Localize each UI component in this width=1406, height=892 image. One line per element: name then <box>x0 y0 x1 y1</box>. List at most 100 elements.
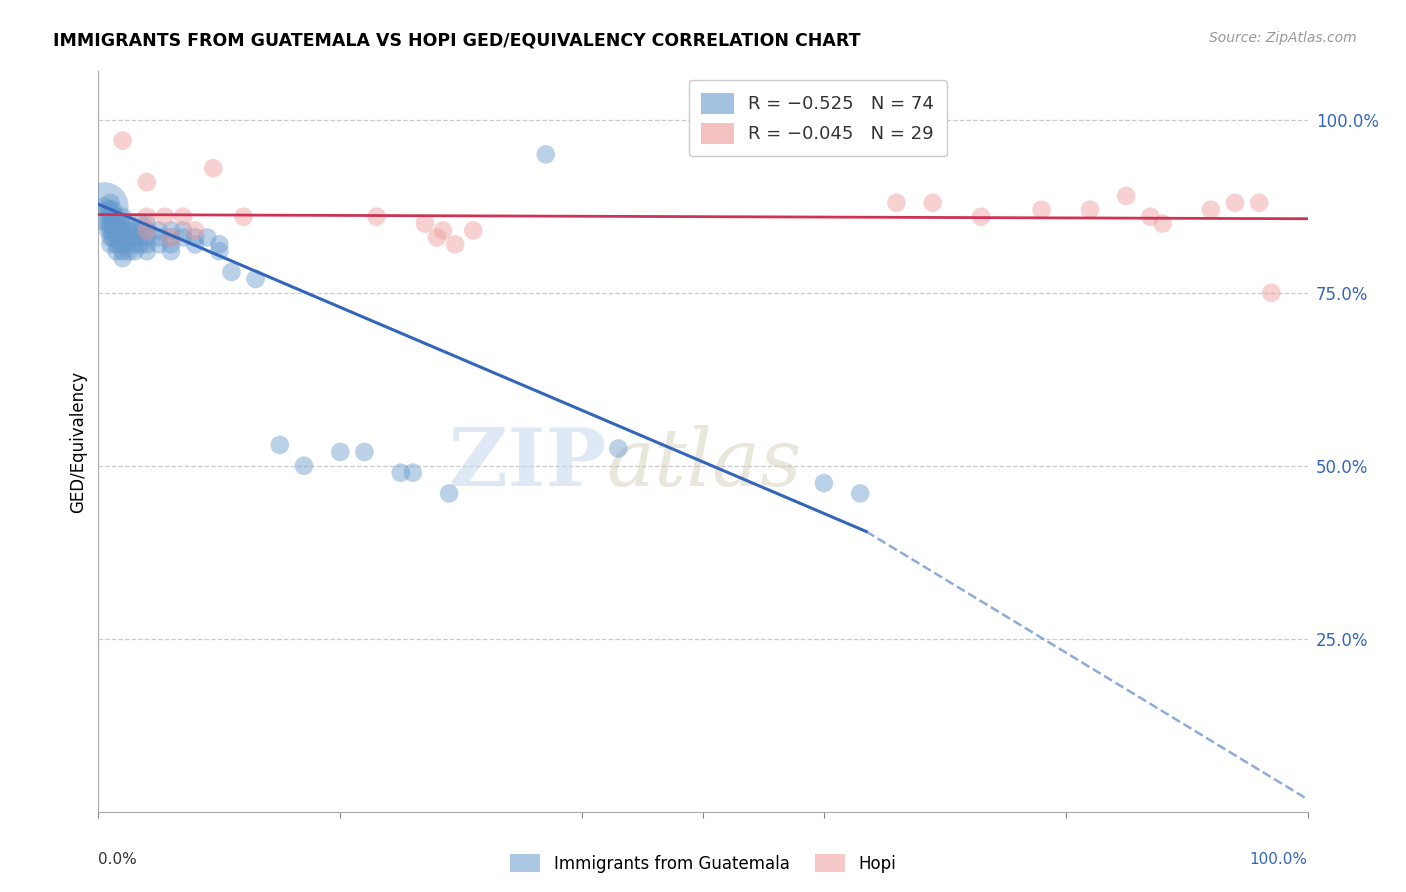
Point <box>813 134 835 148</box>
Point <box>100 237 122 252</box>
Point <box>135 217 157 231</box>
Point <box>135 237 157 252</box>
Point <box>813 476 835 491</box>
Point <box>849 486 872 500</box>
Point <box>208 237 231 252</box>
Point <box>172 223 194 237</box>
Point <box>184 230 207 244</box>
Point <box>124 244 146 259</box>
Point <box>463 223 485 237</box>
Point <box>232 210 254 224</box>
Point <box>105 217 128 231</box>
Point <box>101 230 124 244</box>
Point <box>437 486 460 500</box>
Point <box>111 134 134 148</box>
Point <box>129 223 152 237</box>
Point <box>105 210 128 224</box>
Point <box>269 438 291 452</box>
Point <box>389 466 412 480</box>
Point <box>172 210 194 224</box>
Point <box>208 244 231 259</box>
Point <box>101 210 124 224</box>
Point <box>353 445 375 459</box>
Point <box>970 210 993 224</box>
Point <box>1078 202 1101 217</box>
Point <box>135 175 157 189</box>
Point <box>100 210 122 224</box>
Point <box>111 230 134 244</box>
Point <box>111 217 134 231</box>
Point <box>148 223 170 237</box>
Point <box>1031 202 1053 217</box>
Point <box>432 223 454 237</box>
Point <box>195 230 218 244</box>
Point <box>124 230 146 244</box>
Point <box>402 466 425 480</box>
Point <box>245 272 267 286</box>
Point <box>1199 202 1222 217</box>
Point <box>108 230 131 244</box>
Point <box>100 202 122 217</box>
Point <box>129 237 152 252</box>
Point <box>97 202 120 217</box>
Point <box>148 237 170 252</box>
Point <box>184 237 207 252</box>
Text: IMMIGRANTS FROM GUATEMALA VS HOPI GED/EQUIVALENCY CORRELATION CHART: IMMIGRANTS FROM GUATEMALA VS HOPI GED/EQ… <box>53 31 860 49</box>
Point <box>329 445 352 459</box>
Point <box>97 217 120 231</box>
Point <box>444 237 467 252</box>
Point <box>292 458 315 473</box>
Point <box>118 223 141 237</box>
Text: Source: ZipAtlas.com: Source: ZipAtlas.com <box>1209 31 1357 45</box>
Point <box>97 223 120 237</box>
Point <box>221 265 243 279</box>
Point <box>93 199 115 213</box>
Point <box>101 223 124 237</box>
Point <box>118 230 141 244</box>
Point <box>202 161 225 176</box>
Point <box>118 244 141 259</box>
Point <box>118 217 141 231</box>
Point <box>111 237 134 252</box>
Point <box>921 195 943 210</box>
Point <box>1260 285 1282 300</box>
Point <box>105 244 128 259</box>
Point <box>426 230 449 244</box>
Point <box>118 237 141 252</box>
Point <box>93 199 115 213</box>
Y-axis label: GED/Equivalency: GED/Equivalency <box>69 370 87 513</box>
Point <box>124 223 146 237</box>
Text: ZIP: ZIP <box>450 425 606 503</box>
Point <box>160 230 183 244</box>
Point <box>534 147 557 161</box>
Point <box>886 195 908 210</box>
Point <box>1139 210 1161 224</box>
Point <box>184 223 207 237</box>
Point <box>160 237 183 252</box>
Point <box>97 210 120 224</box>
Point <box>366 210 388 224</box>
Point <box>108 237 131 252</box>
Point <box>111 244 134 259</box>
Point <box>160 230 183 244</box>
Point <box>105 237 128 252</box>
Point <box>135 244 157 259</box>
Point <box>413 217 436 231</box>
Point <box>135 210 157 224</box>
Point <box>135 223 157 237</box>
Point <box>111 210 134 224</box>
Point <box>100 217 122 231</box>
Point <box>129 217 152 231</box>
Point <box>108 217 131 231</box>
Point <box>160 244 183 259</box>
Point <box>100 223 122 237</box>
Point <box>1249 195 1271 210</box>
Point <box>607 442 630 456</box>
Point <box>101 202 124 217</box>
Point <box>172 230 194 244</box>
Point <box>160 223 183 237</box>
Point <box>1152 217 1174 231</box>
Point <box>135 230 157 244</box>
Point <box>108 223 131 237</box>
Point <box>124 237 146 252</box>
